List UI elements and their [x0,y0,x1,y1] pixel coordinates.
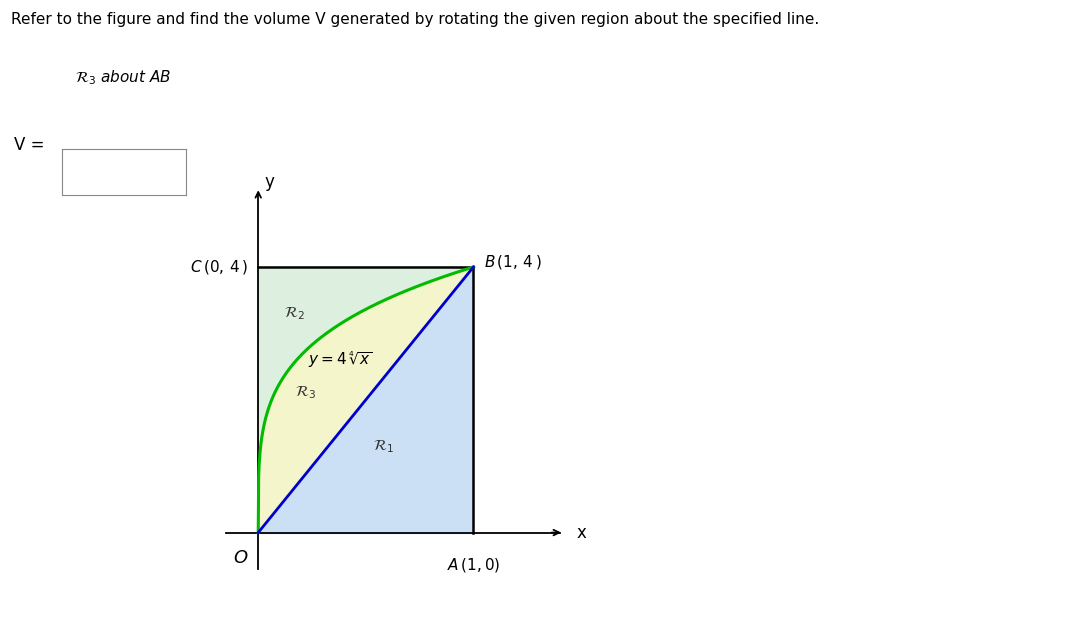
Text: $y = 4\,\sqrt[4]{x}$: $y = 4\,\sqrt[4]{x}$ [308,350,372,370]
Text: $O$: $O$ [233,549,249,567]
Text: V =: V = [14,136,44,154]
Text: x: x [577,523,586,541]
Text: $B\,(1,\,4\,)$: $B\,(1,\,4\,)$ [484,253,542,271]
Text: $\mathcal{R}_1$: $\mathcal{R}_1$ [372,438,394,454]
Text: $\mathcal{R}_2$: $\mathcal{R}_2$ [284,305,306,322]
Polygon shape [258,267,473,533]
Polygon shape [258,267,473,533]
Text: $C\,(0,\,4\,$): $C\,(0,\,4\,$) [189,258,247,276]
Text: $A\,(1,0)$: $A\,(1,0)$ [447,556,500,574]
Text: $\mathcal{R}_3$ about AB: $\mathcal{R}_3$ about AB [75,68,171,87]
Text: $\mathcal{R}_3$: $\mathcal{R}_3$ [295,385,316,402]
Text: y: y [264,172,274,190]
Text: Refer to the figure and find the volume V generated by rotating the given region: Refer to the figure and find the volume … [11,12,819,27]
Polygon shape [258,267,473,533]
